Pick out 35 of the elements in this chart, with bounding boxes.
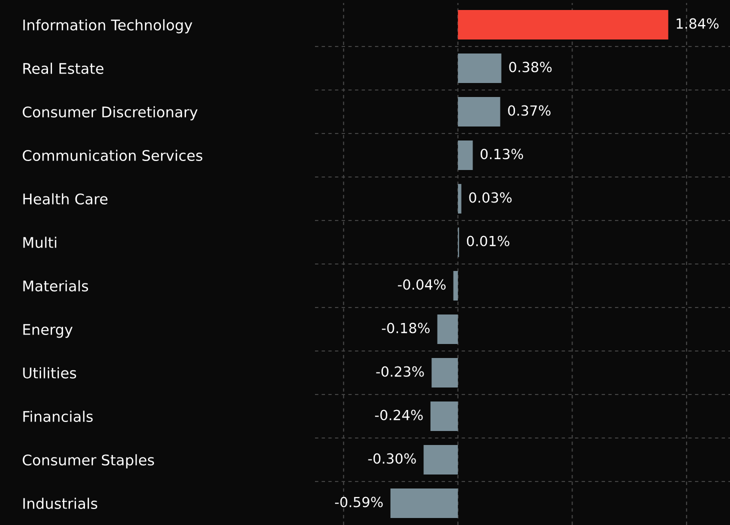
y-tick-label: Energy [23, 324, 73, 338]
data-label: -0.04% [398, 279, 446, 290]
bar [458, 10, 668, 40]
y-tick-label: Consumer Staples [22, 454, 154, 468]
bar [453, 270, 458, 301]
data-label: 0.01% [466, 236, 510, 246]
y-tick-label: Industrials [23, 498, 98, 509]
data-label: 0.37% [508, 105, 551, 116]
bar [390, 488, 458, 518]
bar [458, 140, 473, 170]
data-label: 1.84% [676, 18, 719, 29]
y-tick-label: Health Care [23, 193, 108, 204]
bar [458, 96, 500, 127]
data-label: 0.13% [480, 148, 524, 160]
data-label: 0.03% [469, 192, 512, 203]
data-label: -0.24% [375, 410, 423, 420]
y-tick-label: Communication Services [22, 150, 202, 161]
data-label: -0.18% [382, 322, 430, 334]
bar [432, 358, 458, 388]
data-label: -0.30% [368, 453, 416, 464]
data-label: -0.59% [335, 496, 383, 508]
y-tick-label: Consumer Discretionary [22, 106, 198, 120]
y-tick-label: Information Technology [23, 19, 192, 34]
bar [437, 314, 458, 344]
y-tick-label: Utilities [23, 367, 76, 378]
y-tick-label: Real Estate [23, 62, 104, 74]
data-label: -0.23% [376, 366, 424, 377]
bar [458, 184, 462, 214]
data-label: 0.38% [509, 62, 552, 72]
bar [424, 444, 458, 475]
y-tick-label: Materials [23, 280, 88, 292]
y-tick-label: Multi [23, 236, 56, 248]
y-tick-label: Financials [23, 410, 93, 422]
bar [458, 53, 502, 84]
bar [430, 401, 458, 432]
